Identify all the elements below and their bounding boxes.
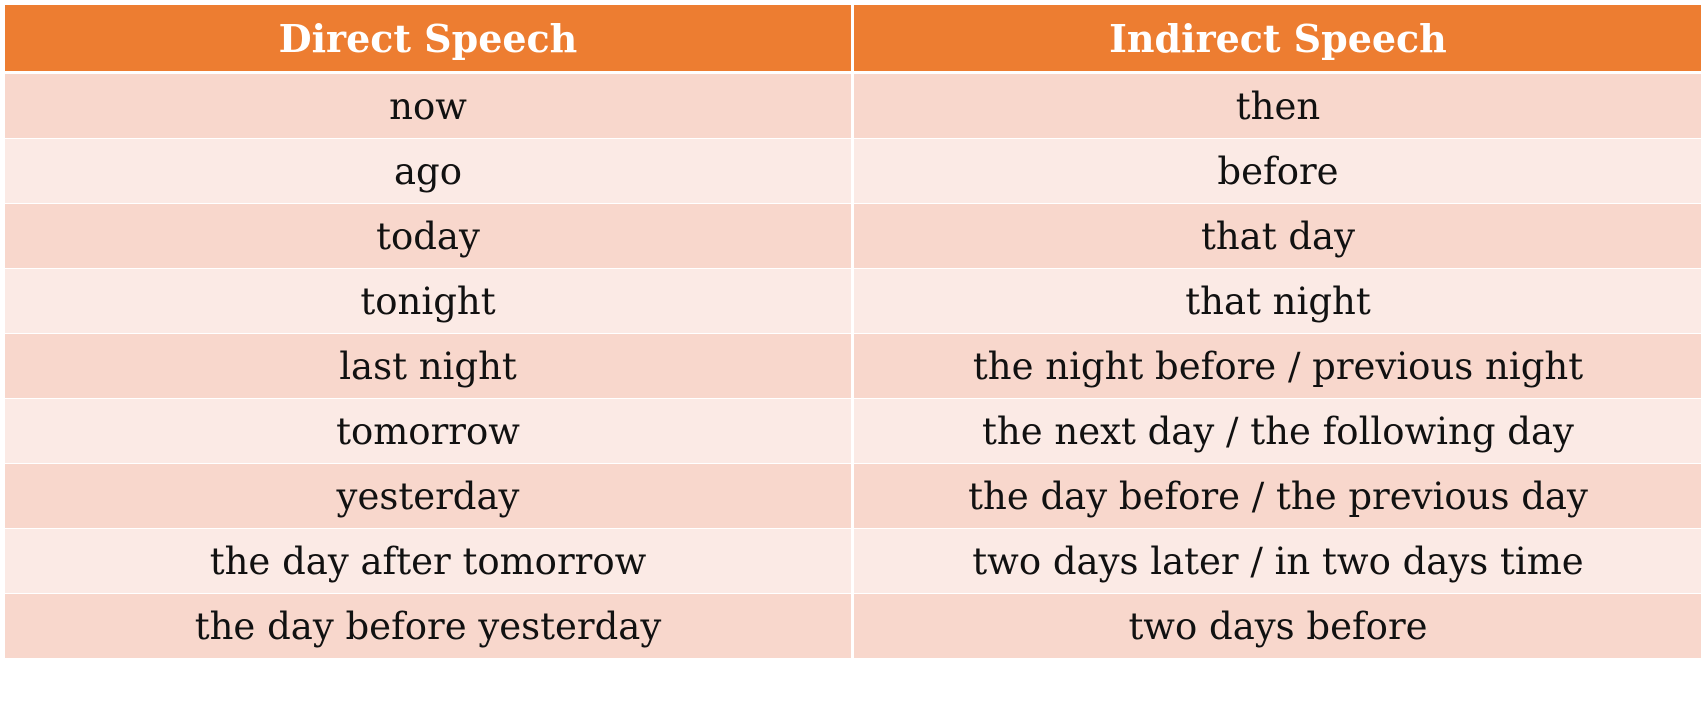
- table-row: last night the night before / previous n…: [2, 333, 1701, 399]
- direct-speech-cell: the day after tomorrow: [2, 528, 854, 594]
- table-row: now then: [2, 72, 1701, 139]
- speech-conversion-table: Direct Speech Indirect Speech now then a…: [2, 5, 1701, 659]
- indirect-speech-cell: two days before: [851, 593, 1701, 659]
- indirect-speech-cell: that day: [851, 203, 1701, 269]
- direct-speech-cell: tonight: [2, 268, 854, 334]
- table-row: the day after tomorrow two days later / …: [2, 528, 1701, 594]
- indirect-speech-cell: the night before / previous night: [851, 333, 1701, 399]
- direct-speech-cell: tomorrow: [2, 398, 854, 464]
- table-row: yesterday the day before / the previous …: [2, 463, 1701, 529]
- indirect-speech-cell: that night: [851, 268, 1701, 334]
- column-header-direct-speech: Direct Speech: [2, 5, 854, 74]
- table-row: the day before yesterday two days before: [2, 593, 1701, 659]
- direct-speech-cell: today: [2, 203, 854, 269]
- direct-speech-cell: yesterday: [2, 463, 854, 529]
- indirect-speech-cell: two days later / in two days time: [851, 528, 1701, 594]
- table-row: ago before: [2, 138, 1701, 204]
- direct-speech-cell: ago: [2, 138, 854, 204]
- table-row: tomorrow the next day / the following da…: [2, 398, 1701, 464]
- indirect-speech-cell: before: [851, 138, 1701, 204]
- direct-speech-cell: now: [2, 72, 854, 139]
- direct-speech-cell: the day before yesterday: [2, 593, 854, 659]
- indirect-speech-cell: the next day / the following day: [851, 398, 1701, 464]
- column-header-indirect-speech: Indirect Speech: [851, 5, 1701, 74]
- table-row: today that day: [2, 203, 1701, 269]
- table-header-row: Direct Speech Indirect Speech: [2, 5, 1701, 74]
- table-row: tonight that night: [2, 268, 1701, 334]
- indirect-speech-cell: then: [851, 72, 1701, 139]
- indirect-speech-cell: the day before / the previous day: [851, 463, 1701, 529]
- direct-speech-cell: last night: [2, 333, 854, 399]
